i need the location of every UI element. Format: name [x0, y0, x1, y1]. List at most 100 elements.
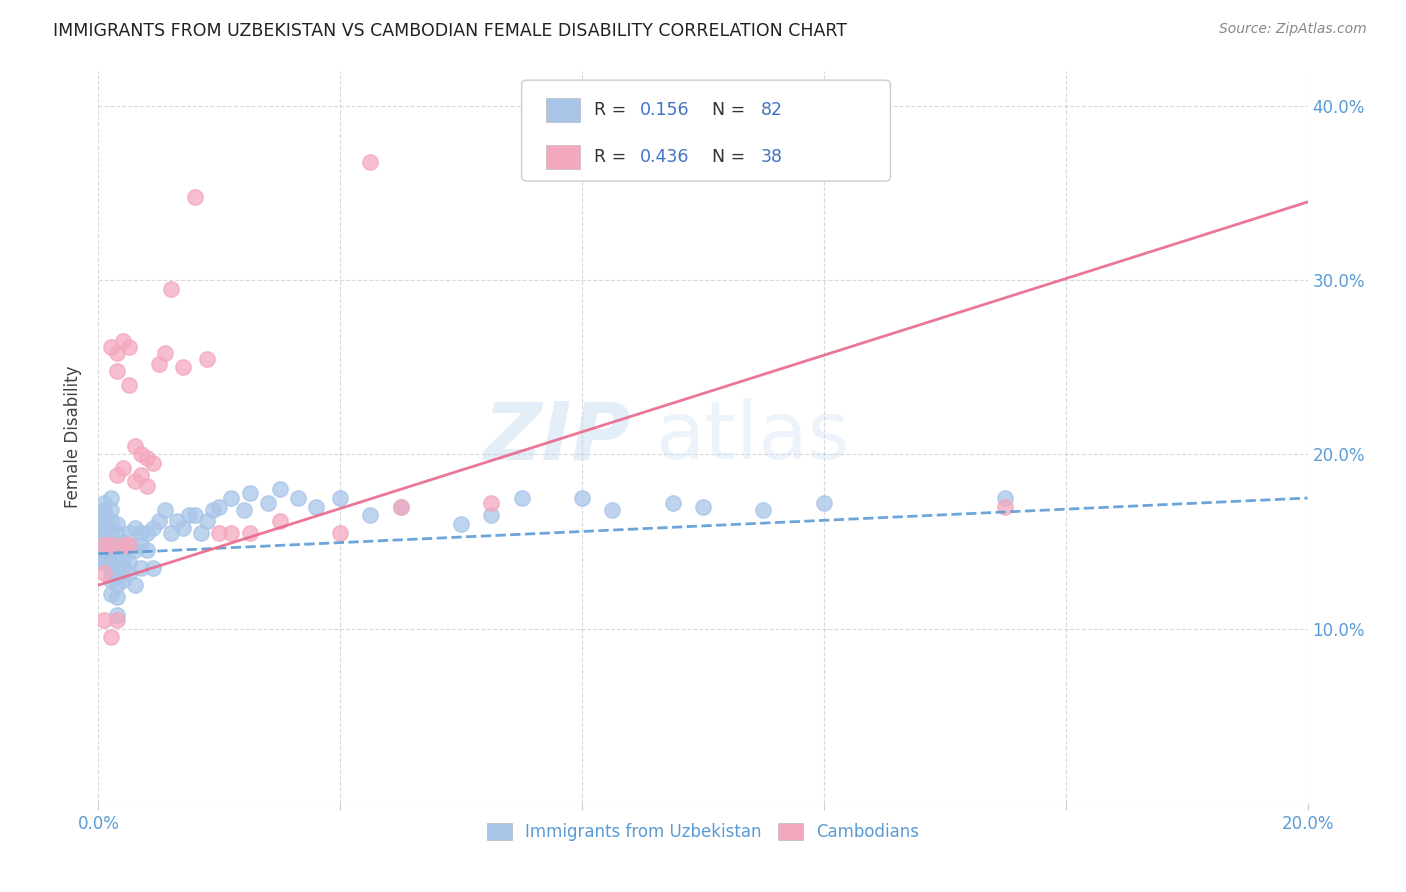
Point [105, 607, 128, 622]
Point [111, 552, 134, 566]
Point [100, 573, 122, 587]
Point [166, 514, 188, 528]
Point [239, 525, 262, 540]
Point [100, 525, 122, 540]
Point [100, 538, 122, 552]
Point [221, 491, 243, 505]
Point [994, 491, 1017, 505]
Point [111, 538, 134, 552]
Point [105, 525, 128, 540]
Point [329, 525, 352, 540]
Point [93, 538, 115, 552]
Point [93, 556, 115, 570]
Text: R =: R = [595, 148, 631, 166]
Point [148, 514, 170, 528]
Point [124, 543, 146, 558]
Point [994, 500, 1017, 514]
Point [118, 538, 141, 552]
Point [111, 461, 134, 475]
Point [752, 503, 775, 517]
Point [93, 521, 115, 535]
Point [172, 360, 194, 375]
Point [105, 578, 128, 592]
Point [184, 190, 207, 204]
Point [93, 508, 115, 523]
Point [160, 282, 183, 296]
Point [129, 468, 152, 483]
Text: atlas: atlas [655, 398, 849, 476]
Point [93, 514, 115, 528]
Point [118, 339, 141, 353]
Point [179, 508, 201, 523]
Text: Source: ZipAtlas.com: Source: ZipAtlas.com [1219, 22, 1367, 37]
Point [153, 503, 176, 517]
Point [202, 503, 225, 517]
Point [360, 155, 382, 169]
Point [239, 485, 262, 500]
Point [450, 517, 472, 532]
Point [481, 496, 503, 510]
Point [118, 377, 141, 392]
Point [142, 521, 165, 535]
Point [305, 500, 328, 514]
Point [118, 556, 141, 570]
Point [93, 538, 115, 552]
Point [124, 578, 146, 592]
Point [142, 560, 165, 574]
Point [208, 525, 231, 540]
Text: 0.156: 0.156 [640, 101, 690, 119]
Point [93, 496, 115, 510]
Text: N =: N = [700, 148, 751, 166]
Point [100, 566, 122, 580]
Y-axis label: Female Disability: Female Disability [65, 366, 83, 508]
Point [118, 566, 141, 580]
Point [124, 439, 146, 453]
Point [105, 613, 128, 627]
Point [100, 514, 122, 528]
Point [111, 334, 134, 349]
Point [329, 491, 352, 505]
Point [93, 566, 115, 580]
Point [160, 525, 183, 540]
Point [100, 587, 122, 601]
Text: N =: N = [700, 101, 751, 119]
Point [111, 534, 134, 549]
Point [105, 468, 128, 483]
Point [93, 552, 115, 566]
Point [105, 569, 128, 583]
Bar [546, 98, 579, 121]
Point [389, 500, 412, 514]
Point [129, 448, 152, 462]
Point [111, 560, 134, 574]
Point [129, 525, 152, 540]
Point [93, 531, 115, 545]
Point [105, 552, 128, 566]
Point [105, 346, 128, 360]
Point [571, 491, 593, 505]
Point [481, 508, 503, 523]
Point [153, 346, 176, 360]
Legend: Immigrants from Uzbekistan, Cambodians: Immigrants from Uzbekistan, Cambodians [478, 814, 928, 849]
Point [221, 525, 243, 540]
Text: 38: 38 [761, 148, 783, 166]
Point [93, 525, 115, 540]
Point [100, 503, 122, 517]
Point [93, 543, 115, 558]
Point [135, 479, 157, 493]
Point [100, 631, 122, 645]
Point [124, 474, 146, 488]
Point [360, 508, 382, 523]
Point [195, 351, 218, 366]
Point [287, 491, 309, 505]
Point [142, 456, 165, 470]
Text: 0.436: 0.436 [640, 148, 689, 166]
Point [172, 521, 194, 535]
Point [105, 364, 128, 378]
Point [692, 500, 714, 514]
Point [93, 503, 115, 517]
Point [602, 503, 624, 517]
Point [661, 496, 683, 510]
Text: 82: 82 [761, 101, 783, 119]
Point [184, 508, 207, 523]
Text: ZIP: ZIP [484, 398, 630, 476]
